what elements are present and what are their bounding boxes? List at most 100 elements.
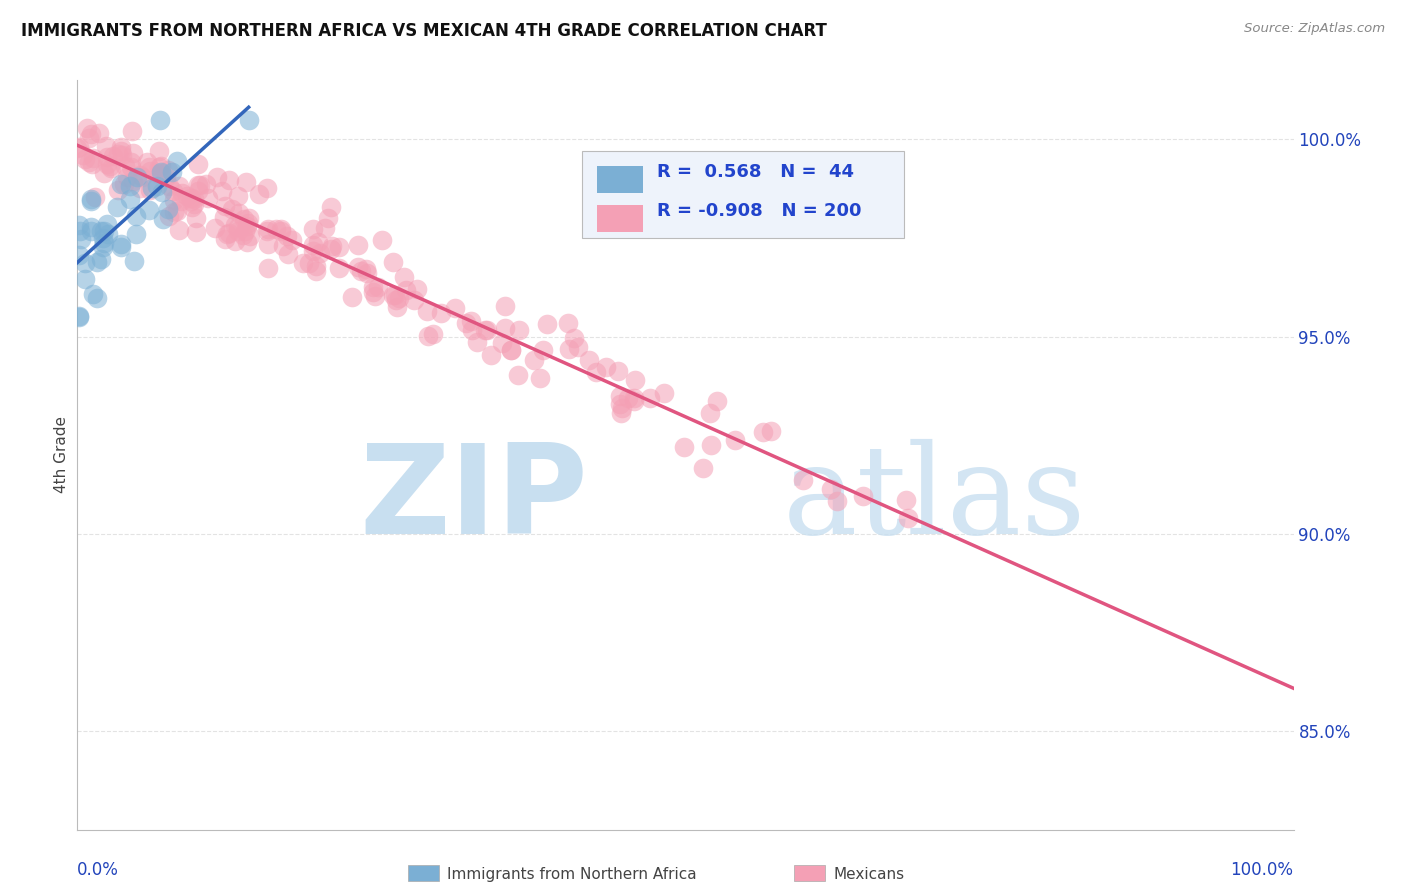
Point	[585, 366, 607, 380]
Point	[101, 149, 124, 163]
Point	[96, 150, 118, 164]
Point	[238, 112, 260, 127]
Point	[460, 314, 482, 328]
Point	[163, 193, 186, 207]
Point	[820, 482, 842, 496]
Point	[416, 328, 439, 343]
Text: IMMIGRANTS FROM NORTHERN AFRICA VS MEXICAN 4TH GRADE CORRELATION CHART: IMMIGRANTS FROM NORTHERN AFRICA VS MEXIC…	[21, 22, 827, 40]
Point	[239, 229, 262, 244]
Point	[224, 218, 246, 232]
Point	[302, 238, 325, 252]
Text: Source: ZipAtlas.com: Source: ZipAtlas.com	[1244, 22, 1385, 36]
Point	[150, 159, 173, 173]
Text: R =  0.568   N =  44: R = 0.568 N = 44	[658, 162, 855, 180]
Point	[356, 262, 378, 277]
Point	[494, 299, 516, 313]
Point	[150, 185, 173, 199]
Point	[146, 178, 169, 193]
Point	[623, 391, 645, 405]
Point	[207, 169, 229, 184]
Text: R = -0.908   N = 200: R = -0.908 N = 200	[658, 202, 862, 220]
Point	[624, 373, 647, 387]
Point	[157, 179, 180, 194]
Point	[430, 306, 453, 320]
Point	[105, 200, 128, 214]
Point	[125, 227, 148, 241]
Point	[564, 331, 586, 345]
Point	[235, 175, 257, 189]
Point	[406, 282, 429, 296]
Point	[578, 352, 600, 367]
Point	[610, 407, 633, 421]
Point	[454, 316, 477, 330]
Point	[381, 288, 404, 302]
Point	[79, 224, 101, 238]
Point	[128, 181, 150, 195]
Point	[139, 183, 162, 197]
Point	[214, 210, 236, 224]
Point	[827, 494, 849, 508]
Point	[270, 222, 292, 236]
Point	[150, 165, 173, 179]
Point	[152, 212, 174, 227]
Point	[499, 343, 522, 358]
Point	[169, 194, 191, 208]
Point	[67, 140, 90, 154]
Point	[700, 438, 723, 452]
Point	[67, 219, 90, 233]
Point	[276, 229, 298, 244]
Text: atlas: atlas	[783, 440, 1085, 560]
Point	[557, 342, 579, 356]
Point	[125, 170, 148, 185]
Point	[367, 279, 389, 293]
Point	[706, 394, 728, 409]
Point	[640, 391, 662, 405]
Point	[187, 178, 209, 192]
Point	[93, 235, 115, 250]
Point	[692, 461, 714, 475]
Point	[93, 165, 115, 179]
Point	[148, 144, 170, 158]
Point	[385, 293, 408, 308]
Point	[217, 227, 239, 242]
Point	[508, 323, 530, 337]
Point	[536, 318, 558, 332]
Point	[69, 232, 91, 246]
Point	[305, 259, 328, 273]
Point	[314, 221, 336, 235]
Point	[236, 219, 259, 233]
Point	[149, 112, 172, 127]
Point	[148, 160, 170, 174]
Point	[129, 168, 152, 182]
Point	[138, 164, 160, 178]
Point	[531, 343, 554, 357]
Point	[356, 266, 378, 280]
Point	[298, 255, 321, 269]
Point	[66, 141, 89, 155]
Point	[82, 157, 104, 171]
Point	[188, 178, 211, 193]
Point	[166, 153, 188, 168]
Point	[110, 177, 132, 191]
Point	[80, 127, 103, 141]
Point	[291, 255, 314, 269]
Point	[180, 191, 202, 205]
Point	[155, 169, 177, 184]
Point	[214, 232, 236, 246]
Point	[87, 126, 110, 140]
Point	[494, 321, 516, 335]
Point	[567, 340, 589, 354]
Point	[673, 440, 696, 454]
Point	[112, 177, 135, 191]
Point	[96, 138, 118, 153]
Point	[82, 151, 104, 165]
Point	[197, 191, 219, 205]
Point	[606, 364, 628, 378]
Point	[221, 202, 243, 216]
Point	[204, 220, 226, 235]
Point	[474, 323, 496, 337]
Point	[172, 186, 194, 201]
Point	[508, 368, 530, 383]
Point	[256, 180, 278, 194]
Point	[852, 489, 875, 503]
